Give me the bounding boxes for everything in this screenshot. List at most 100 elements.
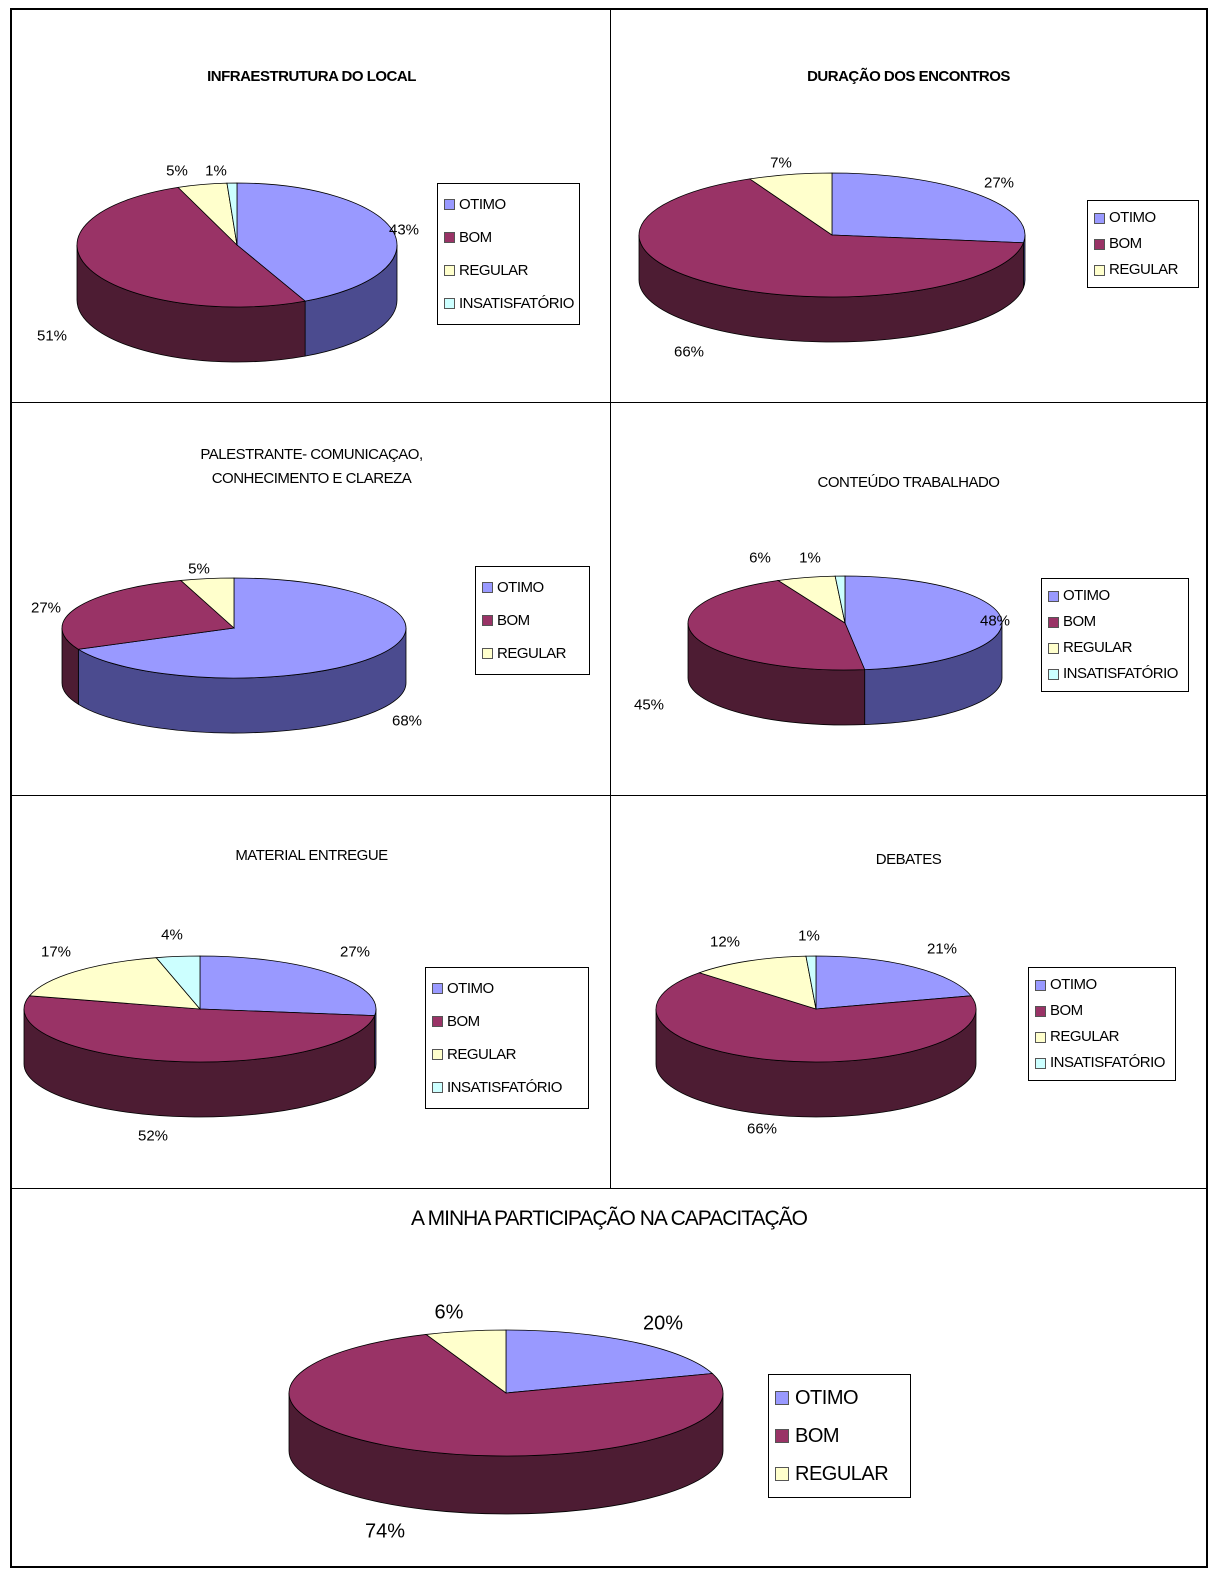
pie-slice-otimo <box>844 575 1003 671</box>
legend-item-insatisfatorio: INSATISFATÓRIO <box>444 287 574 320</box>
legend-label: BOM <box>459 228 492 246</box>
legend-swatch <box>482 648 493 659</box>
data-label-otimo: 68% <box>391 712 423 730</box>
chart-title: CONTEÚDO TRABALHADO <box>817 474 1000 491</box>
legend-label: BOM <box>1050 1002 1083 1019</box>
data-label-regular: 5% <box>188 560 210 578</box>
pie-slice-otimo <box>505 1329 714 1394</box>
legend-label: REGULAR <box>497 644 567 662</box>
data-label-otimo: 43% <box>388 221 420 239</box>
legend-swatch <box>482 582 493 593</box>
chart-title: DURAÇÃO DOS ENCONTROS <box>807 68 1010 85</box>
pie-slice-otimo <box>236 182 398 302</box>
legend-label: OTIMO <box>497 578 544 596</box>
legend-item-bom: BOM <box>775 1417 904 1455</box>
legend-label: OTIMO <box>795 1387 859 1409</box>
pie-slice-regular <box>28 957 201 1010</box>
legend-item-otimo: OTIMO <box>444 188 573 221</box>
chart-panel-debates: DEBATES 21% 66% 12% 1% OTIMO BOM REGULAR INSATIS… <box>611 796 1206 1189</box>
legend-swatch <box>444 199 455 210</box>
pie-chart <box>655 955 977 1118</box>
legend-swatch <box>1048 616 1059 628</box>
legend-swatch <box>444 232 455 243</box>
legend: OTIMO BOM REGULAR INSATISFATÓRIO <box>437 183 580 325</box>
legend-swatch <box>1035 1057 1046 1069</box>
legend-label: REGULAR <box>1063 639 1133 656</box>
legend-item-bom: BOM <box>444 221 573 254</box>
legend-item-bom: BOM <box>1048 609 1182 635</box>
legend-swatch <box>1094 264 1105 276</box>
legend-swatch <box>1035 979 1046 991</box>
data-label-otimo: 20% <box>642 1312 684 1335</box>
pie-slice-bom <box>23 995 376 1063</box>
legend-swatch <box>1094 212 1105 224</box>
legend-item-regular: REGULAR <box>1035 1024 1169 1050</box>
legend-item-regular: REGULAR <box>1094 257 1192 283</box>
data-label-regular: 12% <box>709 933 741 951</box>
legend-label: REGULAR <box>459 261 529 279</box>
data-label-bom: 45% <box>633 696 665 714</box>
legend-label: INSATISFATÓRIO <box>1050 1054 1165 1071</box>
legend-swatch <box>1048 590 1059 602</box>
pie-slice-bom <box>61 580 235 650</box>
chart-title: INFRAESTRUTURA DO LOCAL <box>207 68 416 85</box>
pie-chart <box>76 182 398 363</box>
chart-panel-duracao: DURAÇÃO DOS ENCONTROS 27% 66% 7% OTIMO BOM REG… <box>611 10 1206 403</box>
legend-label: OTIMO <box>1050 976 1097 993</box>
chart-panel-participacao: A MINHA PARTICIPAÇÃO NA CAPACITAÇÃO 20% 74… <box>12 1189 1206 1566</box>
data-label-otimo: 27% <box>339 943 371 961</box>
legend-label: INSATISFATÓRIO <box>447 1078 562 1096</box>
data-label-regular: 6% <box>434 1301 464 1324</box>
chart-title: A MINHA PARTICIPAÇÃO NA CAPACITAÇÃO <box>411 1207 808 1230</box>
data-label-regular: 7% <box>770 154 792 172</box>
chart-title: MATERIAL ENTREGUE <box>235 847 388 864</box>
chart-panel-material: MATERIAL ENTREGUE 27% 52% 17% 4% OTIMO BOM REGU… <box>12 796 611 1189</box>
data-label-insatisfatorio: 4% <box>161 926 183 944</box>
legend-label: BOM <box>447 1012 480 1030</box>
legend-label: REGULAR <box>1050 1028 1120 1045</box>
data-label-insatisfatorio: 1% <box>798 927 820 945</box>
pie-slice-regular <box>698 955 817 1010</box>
pie-slice-regular <box>425 1329 507 1394</box>
legend-label: REGULAR <box>795 1463 889 1485</box>
legend-swatch <box>444 298 455 309</box>
chart-title: PALESTRANTE- COMUNICAÇAO, CONHECIMENTO E… <box>200 446 423 487</box>
legend-label: BOM <box>1063 613 1096 630</box>
legend-item-insatisfatorio: INSATISFATÓRIO <box>1048 661 1182 687</box>
pie-slice-regular <box>748 172 833 236</box>
pie-slice-regular <box>179 577 235 629</box>
pie-slice-bom <box>638 178 1025 298</box>
legend-swatch <box>1048 642 1059 654</box>
legend-label: BOM <box>1109 235 1142 252</box>
chart-panel-conteudo: CONTEÚDO TRABALHADO 48% 45% 6% 1% OTIMO BOM REG… <box>611 403 1206 796</box>
data-label-bom: 66% <box>673 343 705 361</box>
pie-slice-insatisfatorio <box>155 955 201 1011</box>
pie-slice-otimo <box>77 577 407 679</box>
legend-label: INSATISFATÓRIO <box>1063 665 1178 682</box>
legend-item-bom: BOM <box>1035 998 1169 1024</box>
legend-swatch <box>775 1429 789 1443</box>
legend-label: OTIMO <box>459 195 506 213</box>
pie-chart <box>23 955 377 1118</box>
legend-label: OTIMO <box>447 979 494 997</box>
data-label-bom: 51% <box>36 327 68 345</box>
chart-title: DEBATES <box>875 851 942 868</box>
legend-swatch <box>775 1391 789 1405</box>
legend-item-insatisfatorio: INSATISFATÓRIO <box>1035 1050 1169 1076</box>
legend-item-bom: BOM <box>432 1005 582 1038</box>
legend-label: OTIMO <box>1109 209 1156 226</box>
legend-item-regular: REGULAR <box>444 254 573 287</box>
legend-item-otimo: OTIMO <box>1035 972 1169 998</box>
legend-swatch <box>1048 668 1059 680</box>
legend-item-regular: REGULAR <box>432 1038 582 1071</box>
data-label-regular: 6% <box>749 549 771 567</box>
legend-item-bom: BOM <box>482 604 583 637</box>
data-label-bom: 66% <box>746 1120 778 1138</box>
pie-slice-bom <box>76 186 307 308</box>
data-label-regular: 5% <box>166 162 188 180</box>
pie-chart <box>288 1329 724 1515</box>
legend: OTIMO BOM REGULAR INSATISFATÓRIO <box>425 967 589 1109</box>
pie-slice-otimo <box>831 172 1026 244</box>
legend: OTIMO BOM REGULAR <box>1087 200 1199 288</box>
legend: OTIMO BOM REGULAR INSATISFATÓRIO <box>1041 578 1189 692</box>
